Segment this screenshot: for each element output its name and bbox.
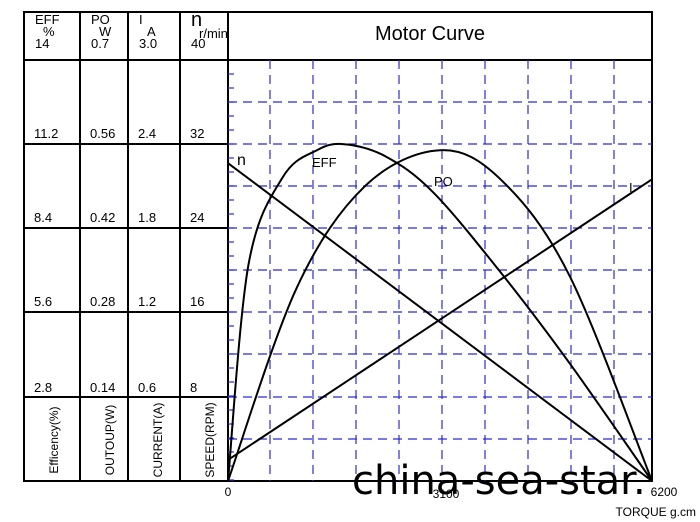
chart-frame (23, 11, 653, 482)
column-tick-label: 5.6 (34, 294, 52, 309)
column-vertical-label: Efficency(%) (47, 406, 61, 473)
column-tick-label: 0.56 (90, 126, 115, 141)
chart-grid (228, 60, 652, 481)
series-label-eff: EFF (312, 155, 337, 170)
series-label-po: PO (434, 174, 453, 189)
column-header-text: % (43, 24, 55, 39)
series-line-i (227, 178, 653, 461)
column-header-text: 14 (35, 36, 49, 51)
column-tick-label: 0.6 (138, 380, 156, 395)
column-vertical-label: SPEED(RPM) (203, 402, 217, 477)
column-tick-label: 1.8 (138, 210, 156, 225)
column-tick-label: 1.2 (138, 294, 156, 309)
column-tick-label: 2.8 (34, 380, 52, 395)
column-header-text: 40 (191, 36, 205, 51)
column-header-text: 3.0 (139, 36, 157, 51)
column-header-text: W (99, 24, 112, 39)
series-line-n (227, 162, 653, 482)
series-label-n: n (237, 152, 246, 169)
column-tick-label: 0.42 (90, 210, 115, 225)
column-tick-label: 2.4 (138, 126, 156, 141)
chart-curves (227, 142, 653, 482)
outer-border (23, 11, 653, 482)
x-tick-label: 0 (225, 485, 232, 499)
column-tick-label: 0.14 (90, 380, 115, 395)
x-tick-label: 6200 (651, 485, 678, 499)
series-line-eff (227, 142, 653, 482)
watermark-text: china-sea-star. (352, 458, 646, 504)
column-tick-label: 16 (190, 294, 204, 309)
column-tick-label: 8.4 (34, 210, 52, 225)
x-axis-label: TORQUE g.cm (616, 505, 696, 519)
column-tick-label: 8 (190, 380, 197, 395)
chart-title: Motor Curve (375, 23, 485, 45)
column-vertical-label: CURRENT(A) (151, 403, 165, 478)
column-header-text: 0.7 (91, 36, 109, 51)
column-header-text: A (147, 24, 156, 39)
series-label-i: I (629, 180, 633, 195)
column-vertical-label: OUTOUP(W) (103, 405, 117, 475)
series-line-po (227, 149, 653, 482)
column-tick-label: 11.2 (34, 126, 58, 141)
column-tick-label: 32 (190, 126, 204, 141)
x-tick-label: 3100 (433, 487, 460, 501)
column-header-text: PO (91, 12, 110, 27)
column-tick-label: 0.28 (90, 294, 115, 309)
column-header-text: n (191, 9, 202, 31)
column-header-text: r/min (199, 26, 228, 41)
column-header-text: EFF (35, 12, 60, 27)
column-header-text: I (139, 12, 143, 27)
column-tick-label: 24 (190, 210, 204, 225)
